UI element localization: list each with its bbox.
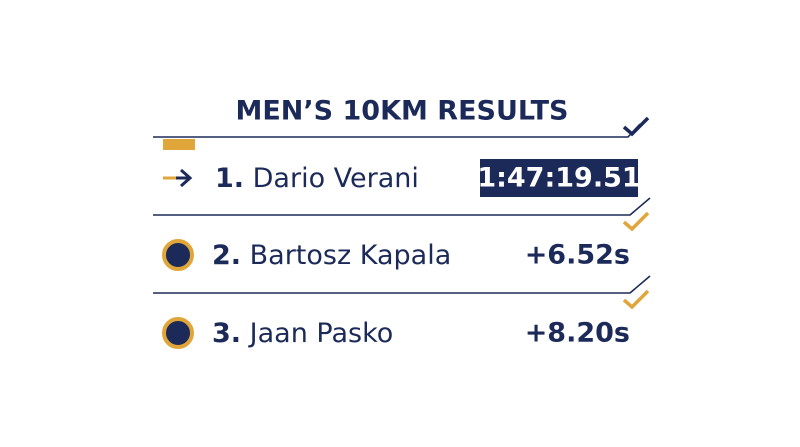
check-icon [622, 289, 650, 310]
separator [153, 275, 651, 294]
check-icon [622, 116, 650, 137]
time-box [480, 159, 638, 197]
leader-bar [163, 139, 195, 150]
check-icon [622, 211, 650, 232]
result-row: 1. Dario Verani 1:47:19.51 [163, 159, 641, 197]
rank: 2. [212, 240, 241, 271]
athlete: 2. Bartosz Kapala [212, 240, 451, 271]
separator [153, 197, 651, 216]
position-marker [162, 239, 194, 271]
name: Bartosz Kapala [250, 240, 452, 271]
athlete: 1. Dario Verani [215, 163, 419, 194]
time: 1:47:19.51 [477, 163, 640, 194]
time: +8.20s [525, 318, 630, 349]
title: MEN’S 10KM RESULTS [236, 96, 569, 127]
athlete: 3. Jaan Pasko [212, 318, 393, 349]
rank: 3. [212, 318, 241, 349]
result-row: 2. Bartosz Kapala +6.52s [162, 239, 630, 271]
name: Dario Verani [253, 163, 419, 194]
result-row: 3. Jaan Pasko +8.20s [162, 317, 630, 349]
name: Jaan Pasko [248, 318, 394, 349]
time: +6.52s [525, 240, 630, 271]
rank: 1. [215, 163, 244, 194]
position-marker [162, 317, 194, 349]
